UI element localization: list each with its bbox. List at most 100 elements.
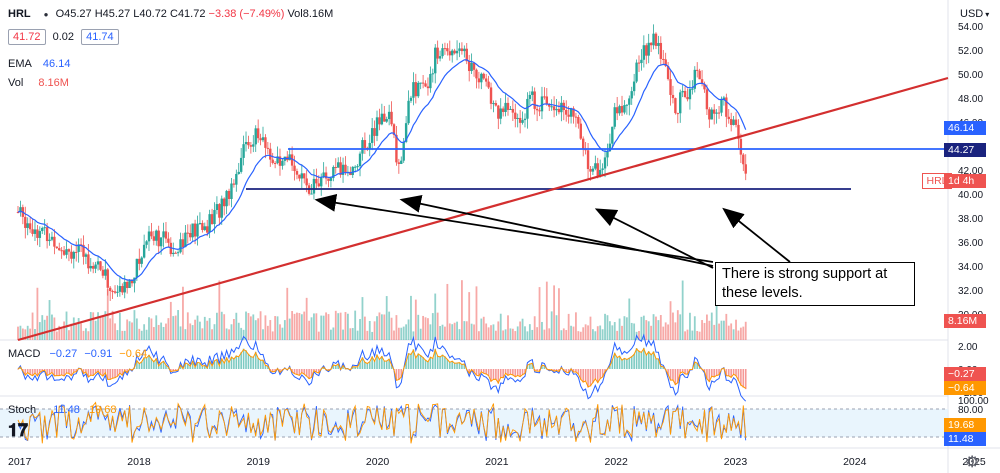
interval-axis-tag: 1d 4h xyxy=(944,174,986,188)
candle-body xyxy=(620,106,624,113)
candle-body xyxy=(453,50,456,54)
macd-histogram-bar xyxy=(368,361,371,369)
macd-histogram-bar xyxy=(735,369,737,376)
volume-bar xyxy=(458,329,461,340)
candle-body xyxy=(169,242,173,255)
ask-box[interactable]: 41.74 xyxy=(81,29,119,45)
macd-histogram-bar xyxy=(410,353,412,369)
candle-body xyxy=(647,42,650,56)
macd-histogram-bar xyxy=(708,369,711,383)
stoch-tick-label: 100.00 xyxy=(958,396,989,407)
arrow xyxy=(399,194,714,267)
candle-body xyxy=(375,117,379,136)
candle-body xyxy=(528,94,532,99)
volume-bar xyxy=(531,329,534,340)
volume-bar xyxy=(325,312,327,340)
candle-body xyxy=(632,81,636,92)
macd-histogram-bar xyxy=(419,355,422,369)
candle-body xyxy=(281,160,284,166)
macd-histogram-bar xyxy=(645,354,648,369)
volume-bar xyxy=(322,315,325,340)
macd-histogram-bar xyxy=(267,366,269,369)
candle-body xyxy=(113,291,117,293)
volume-bar xyxy=(599,325,602,340)
candle-body xyxy=(492,103,495,105)
volume-bar xyxy=(21,328,24,340)
candle-body xyxy=(596,163,599,176)
candle-body xyxy=(312,178,316,194)
candle-body xyxy=(594,163,597,169)
volume-bar xyxy=(376,316,378,340)
macd-histogram-bar xyxy=(621,359,623,369)
volume-bar xyxy=(640,316,643,340)
volume-bar xyxy=(291,311,294,340)
macd-histogram-bar xyxy=(407,353,410,369)
volume-bar xyxy=(242,329,245,340)
volume-bar xyxy=(606,315,609,340)
macd-histogram-bar xyxy=(737,369,740,381)
volume-bar xyxy=(701,320,703,340)
volume-bar xyxy=(315,313,318,340)
volume-bar xyxy=(293,313,296,340)
candle-body xyxy=(60,250,63,252)
candle-body xyxy=(344,164,347,173)
macd-histogram-bar xyxy=(451,360,454,369)
candle-body xyxy=(720,99,723,113)
macd-histogram-bar xyxy=(34,369,36,374)
volume-bar xyxy=(490,325,492,340)
macd-histogram-bar xyxy=(75,369,78,372)
macd-histogram-bar xyxy=(616,357,618,369)
tradingview-logo: 𝟏𝟕 xyxy=(8,420,29,440)
macd-histogram-bar xyxy=(196,362,199,369)
gear-icon[interactable]: ⚙ xyxy=(965,454,980,471)
trendline xyxy=(17,76,949,342)
macd-histogram-bar xyxy=(259,359,262,369)
volume-bar xyxy=(735,319,737,340)
bid-box[interactable]: 41.72 xyxy=(8,29,46,45)
candle-body xyxy=(273,162,277,164)
candle-body xyxy=(222,198,226,207)
macd-label: MACD xyxy=(8,348,41,360)
macd-histogram-bar xyxy=(662,366,665,369)
candle-body xyxy=(429,74,432,89)
macd-histogram-bar xyxy=(740,369,742,386)
macd-histogram-bar xyxy=(327,369,330,371)
candle-body xyxy=(565,110,568,115)
volume-bar xyxy=(402,326,405,340)
macd-histogram-bar xyxy=(104,369,107,373)
volume-bar xyxy=(26,325,29,340)
candle-body xyxy=(220,198,223,218)
volume-bar xyxy=(356,330,359,340)
volume-bar xyxy=(366,330,369,340)
candle-body xyxy=(712,109,716,114)
chevron-down-icon[interactable]: ▾ xyxy=(985,10,990,19)
macd-histogram-bar xyxy=(85,369,87,373)
volume-bar xyxy=(533,316,536,340)
volume-bar xyxy=(102,315,104,340)
candle-body xyxy=(642,45,646,60)
macd-histogram-bar xyxy=(485,369,487,375)
volume-bar xyxy=(116,330,119,340)
macd-histogram-bar xyxy=(584,369,587,382)
volume-bar xyxy=(720,320,723,340)
candle-body xyxy=(383,113,386,122)
macd-histogram-bar xyxy=(223,362,225,369)
macd-histogram-bar xyxy=(703,369,706,372)
candle-body xyxy=(700,79,704,84)
volume-bar xyxy=(579,331,582,340)
volume-bar xyxy=(698,331,701,340)
volume-bar xyxy=(332,327,335,340)
volume-bar xyxy=(480,318,483,340)
candle-body xyxy=(404,123,408,142)
x-tick-label: 2025 xyxy=(962,456,986,468)
volume-bar xyxy=(621,325,623,340)
macd-histogram-bar xyxy=(162,361,165,369)
y-tick-label: 52.00 xyxy=(958,46,983,57)
volume-bar xyxy=(742,326,745,340)
price-boxes: 41.72 0.02 41.74 xyxy=(8,29,119,45)
candle-body xyxy=(181,239,185,248)
change-value: −3.38 (−7.49%) xyxy=(208,8,285,20)
volume-bar xyxy=(296,312,298,340)
volume-bar xyxy=(492,324,495,340)
